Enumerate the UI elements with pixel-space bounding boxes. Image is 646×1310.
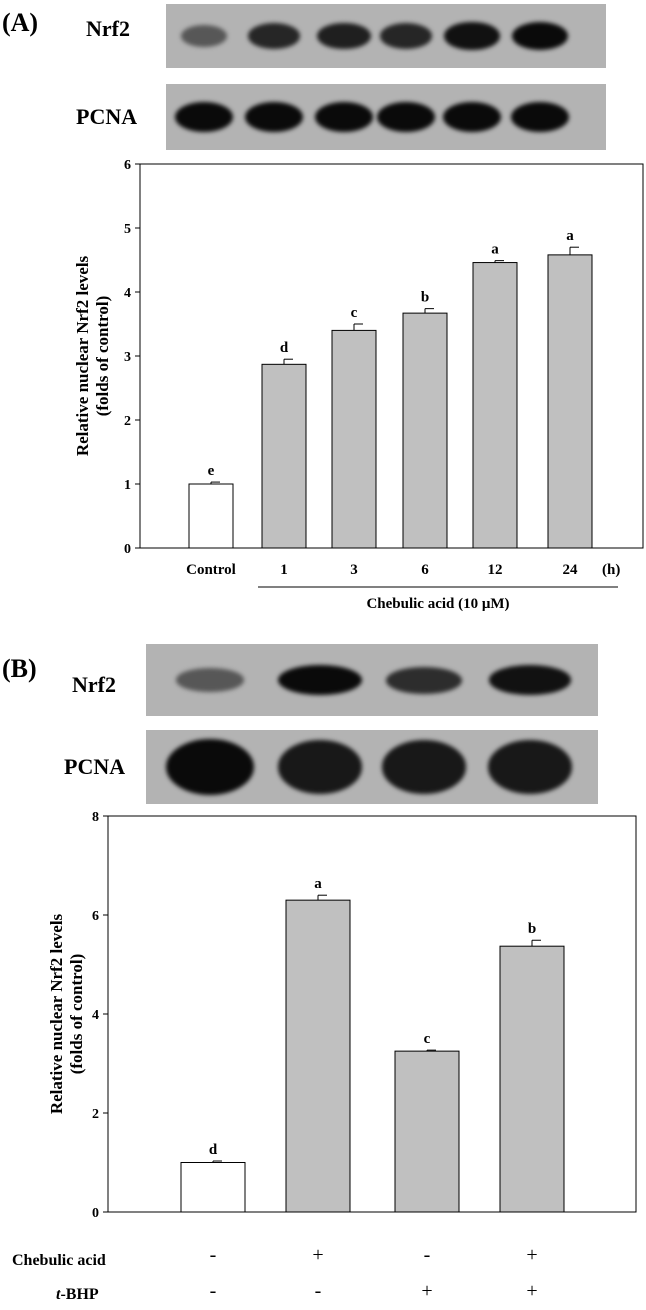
- group-label: Chebulic acid (10 μM): [366, 596, 509, 612]
- pcna-band: [487, 740, 573, 794]
- y-axis-label-line: (folds of control): [93, 296, 112, 417]
- panel-a-label: (A): [2, 8, 39, 37]
- nrf2-band: [278, 665, 362, 695]
- pcna-band: [175, 102, 233, 132]
- panel-a-nrf2-blot: [166, 4, 606, 68]
- y-tick-label: 3: [124, 350, 131, 365]
- nrf2-band: [379, 23, 433, 49]
- chebulic-acid-row-label: Chebulic acid: [12, 1252, 106, 1269]
- nrf2-band: [512, 22, 568, 50]
- bar: [499, 945, 565, 1213]
- panel-b-pcna-label: PCNA: [64, 754, 126, 779]
- panel-b-nrf2-label: Nrf2: [72, 672, 116, 697]
- significance-letter: b: [421, 290, 429, 306]
- pcna-band: [277, 740, 363, 794]
- treatment-sign: +: [421, 1280, 433, 1302]
- significance-letter: d: [209, 1142, 218, 1158]
- x-unit-label: (h): [602, 562, 620, 578]
- nrf2-band: [181, 25, 227, 47]
- bar: [285, 899, 351, 1213]
- x-tick-label: 6: [421, 562, 429, 578]
- y-axis-label-line: Relative nuclear Nrf2 levels: [47, 913, 66, 1114]
- y-tick-label: 1: [124, 478, 131, 493]
- bar: [331, 329, 377, 549]
- pcna-band: [511, 102, 569, 132]
- x-tick-label: Control: [186, 562, 236, 578]
- y-axis-label: Relative nuclear Nrf2 levels(folds of co…: [73, 255, 112, 456]
- y-tick-label: 5: [124, 222, 131, 237]
- y-tick-label: 0: [92, 1206, 99, 1220]
- tbhp-label-text: -BHP: [60, 1286, 99, 1303]
- significance-letter: a: [566, 228, 574, 244]
- y-tick-label: 4: [124, 286, 131, 301]
- pcna-band: [377, 102, 435, 132]
- treatment-sign: -: [209, 1280, 217, 1302]
- x-tick-label: 3: [350, 562, 358, 578]
- panel-b-nrf2-blot: [146, 644, 598, 716]
- treatment-sign: +: [312, 1244, 324, 1266]
- y-axis-label-line: Relative nuclear Nrf2 levels: [73, 255, 92, 456]
- y-tick-label: 2: [124, 414, 131, 429]
- pcna-band: [245, 102, 303, 132]
- treatment-sign: -: [423, 1244, 431, 1266]
- x-tick-label: 24: [563, 562, 579, 578]
- bar: [180, 1162, 246, 1213]
- bar: [394, 1050, 460, 1213]
- chart-b: 0 2 4 6 8 d a c b Relative nuclear Nrf2 levels(fo…: [47, 810, 637, 1220]
- pcna-band: [166, 739, 254, 795]
- y-axis-label: Relative nuclear Nrf2 levels(folds of co…: [47, 913, 86, 1114]
- y-tick-label: 2: [92, 1107, 99, 1122]
- bar: [547, 254, 593, 549]
- nrf2-band: [385, 666, 463, 694]
- treatment-sign: +: [526, 1280, 538, 1302]
- y-tick-label: 0: [124, 542, 131, 557]
- significance-letter: c: [351, 305, 358, 321]
- y-tick-label: 6: [92, 909, 99, 924]
- significance-letter: e: [208, 463, 215, 479]
- pcna-band: [315, 102, 373, 132]
- panel-b-pcna-blot: [146, 730, 598, 804]
- treatment-sign: -: [314, 1280, 322, 1302]
- nrf2-band: [488, 665, 572, 695]
- significance-letter: d: [280, 340, 289, 356]
- panel-a-nrf2-label: Nrf2: [86, 16, 130, 41]
- pcna-band: [381, 740, 467, 794]
- treatment-sign: +: [526, 1244, 538, 1266]
- nrf2-band: [317, 22, 371, 50]
- panel-a-pcna-blot: [166, 84, 606, 150]
- x-tick-label: 12: [488, 562, 503, 578]
- y-tick-label: 4: [92, 1008, 99, 1023]
- y-tick-label: 8: [92, 810, 99, 825]
- y-axis-label-line: (folds of control): [67, 954, 86, 1075]
- significance-letter: a: [491, 242, 499, 258]
- tbhp-italic-prefix: t: [56, 1286, 61, 1303]
- nrf2-band: [176, 668, 244, 692]
- significance-letter: a: [314, 876, 322, 892]
- treatment-sign: -: [209, 1244, 217, 1266]
- nrf2-band: [247, 23, 301, 49]
- nrf2-band: [444, 22, 500, 50]
- significance-letter: c: [424, 1031, 431, 1047]
- tbhp-row-label: t-BHP: [56, 1286, 99, 1304]
- significance-letter: b: [528, 921, 536, 937]
- bar: [188, 483, 234, 549]
- pcna-band: [443, 102, 501, 132]
- bar: [402, 312, 448, 549]
- panel-a-pcna-label: PCNA: [76, 104, 138, 129]
- x-tick-label: 1: [280, 562, 288, 578]
- bar: [261, 363, 307, 549]
- panel-b-label: (B): [2, 654, 37, 683]
- bar: [472, 262, 518, 549]
- y-tick-label: 6: [124, 158, 131, 173]
